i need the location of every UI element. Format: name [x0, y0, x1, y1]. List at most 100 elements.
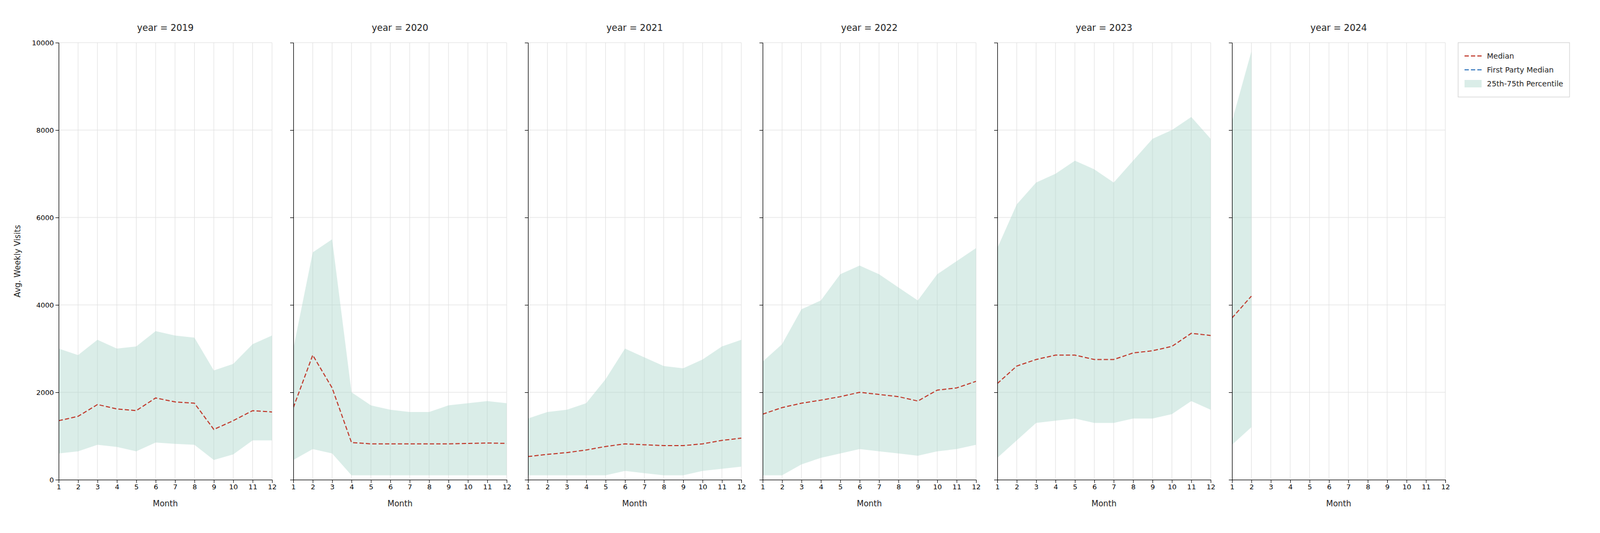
x-tick: 9 — [681, 480, 686, 492]
x-tick-mark — [1171, 480, 1173, 484]
y-axis — [524, 43, 529, 481]
grid-line-x — [1425, 42, 1427, 480]
x-axis-title: Month — [1091, 499, 1117, 509]
x-tick-mark — [566, 480, 568, 484]
panel: 123456789101112year = 2020Month — [290, 22, 512, 509]
x-tick-label: 12 — [1206, 483, 1216, 492]
x-tick: 7 — [408, 480, 413, 492]
x-tick-label: 6 — [388, 483, 393, 492]
x-tick-label: 1 — [1229, 483, 1235, 492]
x-tick-label: 5 — [134, 483, 139, 492]
x-tick-mark — [1251, 480, 1252, 484]
y-tick-mark — [1228, 480, 1232, 481]
panel-title: year = 2021 — [606, 22, 663, 34]
x-tick-label: 7 — [408, 483, 413, 492]
legend-entry: 25th-75th Percentile — [1464, 79, 1564, 88]
x-tick: 7 — [642, 480, 647, 492]
y-tick — [994, 480, 998, 481]
y-tick-mark — [994, 217, 998, 219]
x-tick-mark — [1191, 480, 1192, 484]
x-tick: 1 — [525, 480, 531, 492]
x-tick: 11 — [1421, 480, 1431, 492]
x-axis-line — [528, 480, 742, 484]
percentile-band — [1232, 51, 1252, 445]
x-tick: 10 — [698, 480, 708, 492]
x-tick-label: 12 — [1441, 483, 1451, 492]
x-tick-label: 12 — [267, 483, 277, 492]
y-tick-mark — [994, 392, 998, 394]
y-tick — [524, 217, 528, 219]
y-tick-mark — [994, 305, 998, 306]
x-tick-label: 1 — [56, 483, 61, 492]
panel: 123456789101112year = 2021Month — [524, 22, 747, 509]
x-tick: 12 — [502, 480, 512, 492]
y-tick: 8000 — [36, 126, 59, 135]
x-tick: 5 — [134, 480, 139, 492]
y-tick-mark — [759, 305, 763, 306]
y-tick — [759, 217, 763, 219]
x-tick-label: 5 — [1307, 483, 1312, 492]
x-tick: 5 — [603, 480, 608, 492]
y-axis-line — [1228, 43, 1233, 481]
x-tick: 5 — [1307, 480, 1312, 492]
x-tick-label: 6 — [622, 483, 628, 492]
y-tick — [994, 392, 998, 394]
x-tick: 10 — [932, 480, 942, 492]
y-tick — [1228, 480, 1232, 481]
x-tick: 8 — [1365, 480, 1371, 492]
x-tick-label: 10 — [1402, 483, 1412, 492]
y-tick-mark — [524, 130, 528, 131]
x-axis-title: Month — [856, 499, 882, 509]
grid-line-y — [1232, 217, 1446, 219]
x-tick-label: 11 — [248, 483, 258, 492]
x-tick: 11 — [483, 480, 493, 492]
plot-area — [528, 340, 742, 476]
x-tick-label: 8 — [1365, 483, 1371, 492]
y-tick-mark — [55, 392, 59, 394]
x-tick-label: 3 — [564, 483, 570, 492]
x-tick-label: 9 — [681, 483, 686, 492]
y-tick-mark — [1228, 392, 1232, 394]
y-tick: 6000 — [36, 213, 59, 222]
x-tick-mark — [664, 480, 665, 484]
x-tick: 10 — [228, 480, 238, 492]
x-tick-mark — [332, 480, 333, 484]
x-tick-mark — [1152, 480, 1154, 484]
x-tick: 12 — [737, 480, 747, 492]
x-tick-mark — [781, 480, 783, 484]
grid-line-y — [1232, 305, 1446, 306]
y-tick-mark — [759, 42, 763, 44]
x-tick: 4 — [1288, 480, 1293, 492]
x-tick-label: 4 — [114, 483, 119, 492]
x-tick: 5 — [369, 480, 374, 492]
y-axis: 0200040006000800010000 — [32, 38, 60, 485]
x-tick: 6 — [1326, 480, 1332, 492]
x-tick-mark — [351, 480, 352, 484]
x-tick-label: 5 — [603, 483, 608, 492]
x-tick-mark — [506, 480, 508, 484]
x-tick: 6 — [857, 480, 862, 492]
x-tick-mark — [937, 480, 938, 484]
x-tick-label: 12 — [737, 483, 747, 492]
y-tick-mark — [524, 217, 528, 219]
grid-line-y — [997, 42, 1211, 44]
y-tick — [524, 130, 528, 131]
y-tick-mark — [994, 130, 998, 131]
grid-line-x — [1445, 42, 1446, 480]
y-tick-mark — [290, 392, 294, 394]
y-tick: 10000 — [32, 38, 59, 47]
y-tick-mark — [994, 42, 998, 44]
grid-line-x — [1309, 42, 1310, 480]
x-tick-label: 9 — [446, 483, 451, 492]
y-tick-mark — [759, 217, 763, 219]
y-tick: 4000 — [36, 301, 59, 310]
y-tick-mark — [290, 130, 294, 131]
x-axis-title: Month — [1325, 499, 1351, 509]
x-tick-mark — [625, 480, 626, 484]
x-tick-mark — [1368, 480, 1369, 484]
median-line — [58, 398, 272, 430]
x-axis-line — [997, 480, 1212, 484]
grid-line-y — [528, 130, 742, 131]
median-line — [528, 438, 742, 457]
legend-swatch — [1464, 69, 1482, 71]
